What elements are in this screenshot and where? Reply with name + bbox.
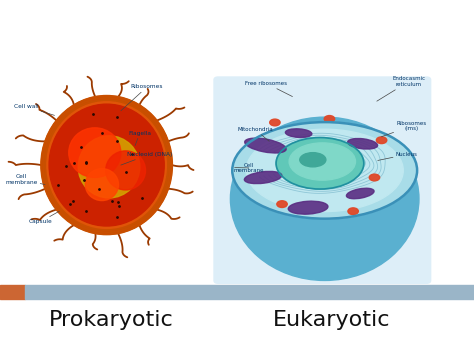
Ellipse shape bbox=[245, 171, 282, 184]
Ellipse shape bbox=[61, 116, 153, 213]
Ellipse shape bbox=[324, 115, 335, 122]
Ellipse shape bbox=[270, 119, 280, 126]
FancyBboxPatch shape bbox=[213, 76, 431, 284]
Text: Ribosomes
(ims): Ribosomes (ims) bbox=[382, 121, 427, 137]
Text: Free ribosomes: Free ribosomes bbox=[246, 81, 292, 97]
Text: Nucleoid (DNA): Nucleoid (DNA) bbox=[121, 152, 172, 165]
Text: Nucleus: Nucleus bbox=[378, 152, 418, 160]
Ellipse shape bbox=[246, 129, 403, 212]
Ellipse shape bbox=[78, 136, 140, 198]
Ellipse shape bbox=[69, 128, 121, 178]
Text: Cell
membrane: Cell membrane bbox=[5, 174, 45, 185]
Text: Capsule: Capsule bbox=[28, 211, 59, 224]
Ellipse shape bbox=[288, 201, 328, 214]
Bar bbox=[0, 285, 25, 299]
Text: Flagella: Flagella bbox=[128, 131, 151, 146]
Ellipse shape bbox=[289, 143, 356, 180]
Ellipse shape bbox=[85, 169, 118, 201]
Text: Endocasmic
reticulum: Endocasmic reticulum bbox=[377, 76, 425, 101]
Text: Cell wall: Cell wall bbox=[14, 104, 55, 115]
Ellipse shape bbox=[276, 137, 364, 189]
Ellipse shape bbox=[245, 138, 286, 153]
Ellipse shape bbox=[55, 111, 158, 219]
Ellipse shape bbox=[106, 151, 146, 190]
Ellipse shape bbox=[50, 105, 163, 225]
Ellipse shape bbox=[347, 138, 378, 149]
Ellipse shape bbox=[346, 188, 374, 199]
Text: Ribosomes: Ribosomes bbox=[121, 84, 163, 111]
Text: Eukaryotic: Eukaryotic bbox=[273, 310, 391, 330]
Ellipse shape bbox=[369, 174, 380, 181]
Ellipse shape bbox=[41, 96, 172, 234]
Text: Cell
membrane: Cell membrane bbox=[234, 163, 264, 173]
Ellipse shape bbox=[49, 104, 164, 226]
Ellipse shape bbox=[300, 153, 326, 167]
Ellipse shape bbox=[285, 129, 312, 137]
Ellipse shape bbox=[230, 117, 419, 280]
Bar bbox=[25, 285, 474, 299]
Ellipse shape bbox=[277, 201, 287, 207]
Text: Prokaryotic: Prokaryotic bbox=[49, 310, 174, 330]
Ellipse shape bbox=[376, 137, 387, 143]
Ellipse shape bbox=[348, 208, 358, 214]
Text: Mitochondria: Mitochondria bbox=[237, 127, 273, 141]
Ellipse shape bbox=[232, 122, 417, 219]
Ellipse shape bbox=[46, 101, 167, 229]
